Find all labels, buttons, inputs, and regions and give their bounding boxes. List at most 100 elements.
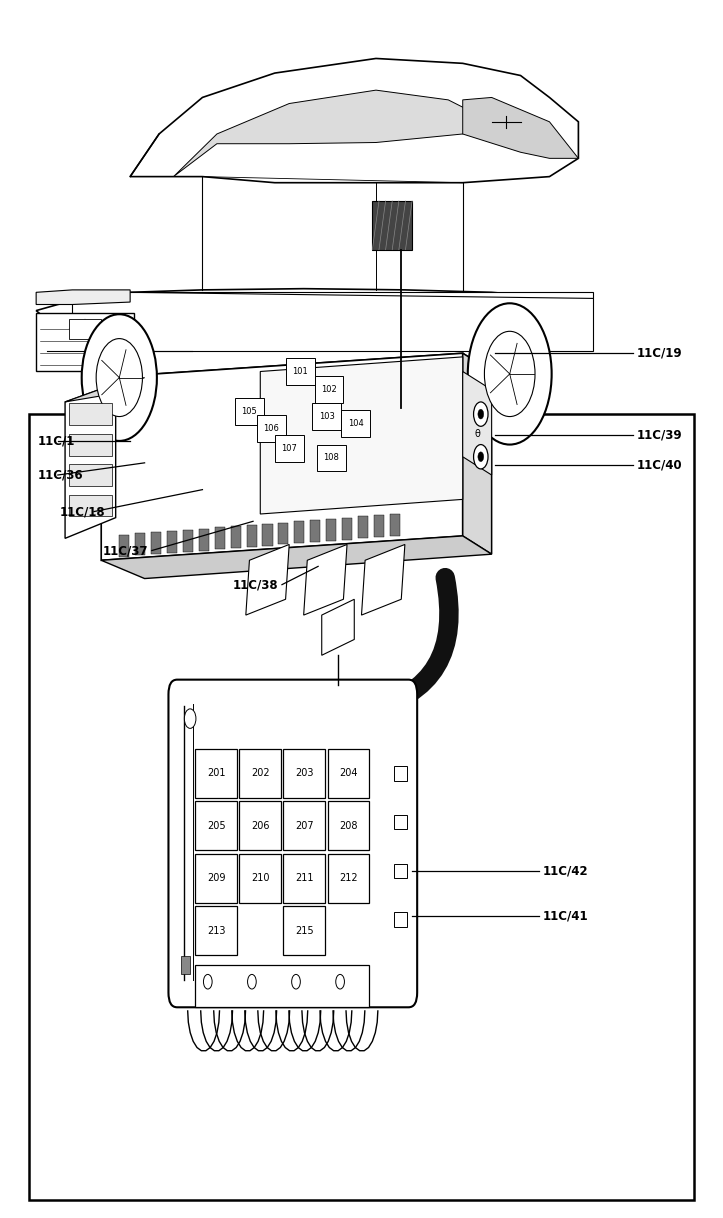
Text: 206: 206 (251, 821, 270, 831)
Text: 11C/39: 11C/39 (636, 429, 682, 441)
Polygon shape (36, 289, 593, 351)
Text: 108: 108 (323, 453, 339, 463)
Polygon shape (119, 535, 129, 557)
Circle shape (474, 402, 488, 426)
Polygon shape (101, 353, 463, 560)
Text: 215: 215 (295, 926, 314, 935)
Text: 11C/40: 11C/40 (636, 459, 682, 471)
Circle shape (484, 331, 535, 417)
Polygon shape (101, 536, 492, 579)
Polygon shape (304, 544, 347, 615)
Text: 105: 105 (241, 407, 257, 417)
Circle shape (474, 445, 488, 469)
Bar (283, 854, 325, 903)
Text: 11C/1: 11C/1 (38, 435, 75, 447)
Text: 102: 102 (321, 385, 337, 395)
Bar (372, 201, 412, 250)
Polygon shape (342, 518, 352, 540)
Polygon shape (260, 357, 463, 514)
Circle shape (291, 974, 300, 989)
Bar (257, 415, 286, 442)
Text: 11C/37: 11C/37 (103, 544, 148, 557)
Text: θ: θ (474, 429, 480, 438)
Text: 11C/42: 11C/42 (542, 865, 588, 877)
Text: 204: 204 (339, 769, 358, 778)
Polygon shape (130, 58, 578, 183)
Polygon shape (247, 525, 257, 547)
Bar (195, 906, 237, 955)
Text: 207: 207 (295, 821, 314, 831)
Text: 205: 205 (207, 821, 226, 831)
Bar (328, 854, 369, 903)
Polygon shape (101, 353, 492, 396)
Bar (195, 749, 237, 798)
Polygon shape (390, 514, 400, 536)
Circle shape (468, 303, 552, 445)
Bar (29, 414, 694, 1200)
Circle shape (82, 314, 157, 441)
Text: 11C/38: 11C/38 (233, 579, 278, 591)
Polygon shape (69, 495, 112, 516)
Bar (394, 815, 407, 829)
Polygon shape (294, 521, 304, 543)
Polygon shape (463, 353, 492, 554)
FancyBboxPatch shape (168, 680, 417, 1007)
Polygon shape (135, 533, 145, 555)
Bar (286, 358, 315, 385)
Text: 202: 202 (251, 769, 270, 778)
Polygon shape (199, 529, 209, 551)
Bar (394, 766, 407, 781)
Circle shape (96, 339, 142, 417)
Circle shape (335, 974, 344, 989)
Polygon shape (374, 515, 384, 537)
Polygon shape (167, 531, 177, 553)
Polygon shape (278, 523, 288, 544)
Circle shape (478, 452, 484, 462)
Bar (195, 854, 237, 903)
Bar (195, 965, 369, 1007)
Polygon shape (463, 371, 492, 475)
Bar (239, 749, 281, 798)
Polygon shape (183, 530, 193, 552)
Bar (283, 749, 325, 798)
Bar (394, 864, 407, 878)
Bar (235, 398, 264, 425)
Text: 211: 211 (295, 873, 314, 883)
Polygon shape (215, 527, 225, 549)
Polygon shape (246, 544, 289, 615)
Text: 107: 107 (281, 443, 297, 453)
Polygon shape (174, 90, 492, 177)
Text: 208: 208 (339, 821, 358, 831)
Polygon shape (181, 956, 190, 974)
Text: 11C/36: 11C/36 (38, 469, 83, 481)
Bar (239, 854, 281, 903)
Text: 11C/41: 11C/41 (542, 910, 588, 922)
Polygon shape (69, 464, 112, 486)
Circle shape (247, 974, 256, 989)
Bar (275, 435, 304, 462)
Text: 11C/19: 11C/19 (636, 347, 682, 359)
Text: 103: 103 (319, 412, 335, 421)
Bar (312, 403, 341, 430)
Bar (72, 292, 593, 351)
Polygon shape (322, 599, 354, 655)
Polygon shape (151, 532, 161, 554)
Circle shape (184, 709, 196, 728)
Polygon shape (326, 519, 336, 541)
Polygon shape (310, 520, 320, 542)
Polygon shape (65, 378, 145, 402)
Bar (394, 912, 407, 927)
Polygon shape (463, 97, 578, 158)
Circle shape (478, 409, 484, 419)
Bar (317, 445, 346, 471)
Polygon shape (362, 544, 405, 615)
Bar (315, 376, 343, 403)
Text: 203: 203 (295, 769, 314, 778)
Bar (283, 906, 325, 955)
Text: 210: 210 (251, 873, 270, 883)
Bar (283, 801, 325, 850)
Text: 212: 212 (339, 873, 358, 883)
Text: 11C/18: 11C/18 (59, 505, 105, 518)
Polygon shape (65, 384, 116, 538)
Bar (36, 313, 134, 371)
